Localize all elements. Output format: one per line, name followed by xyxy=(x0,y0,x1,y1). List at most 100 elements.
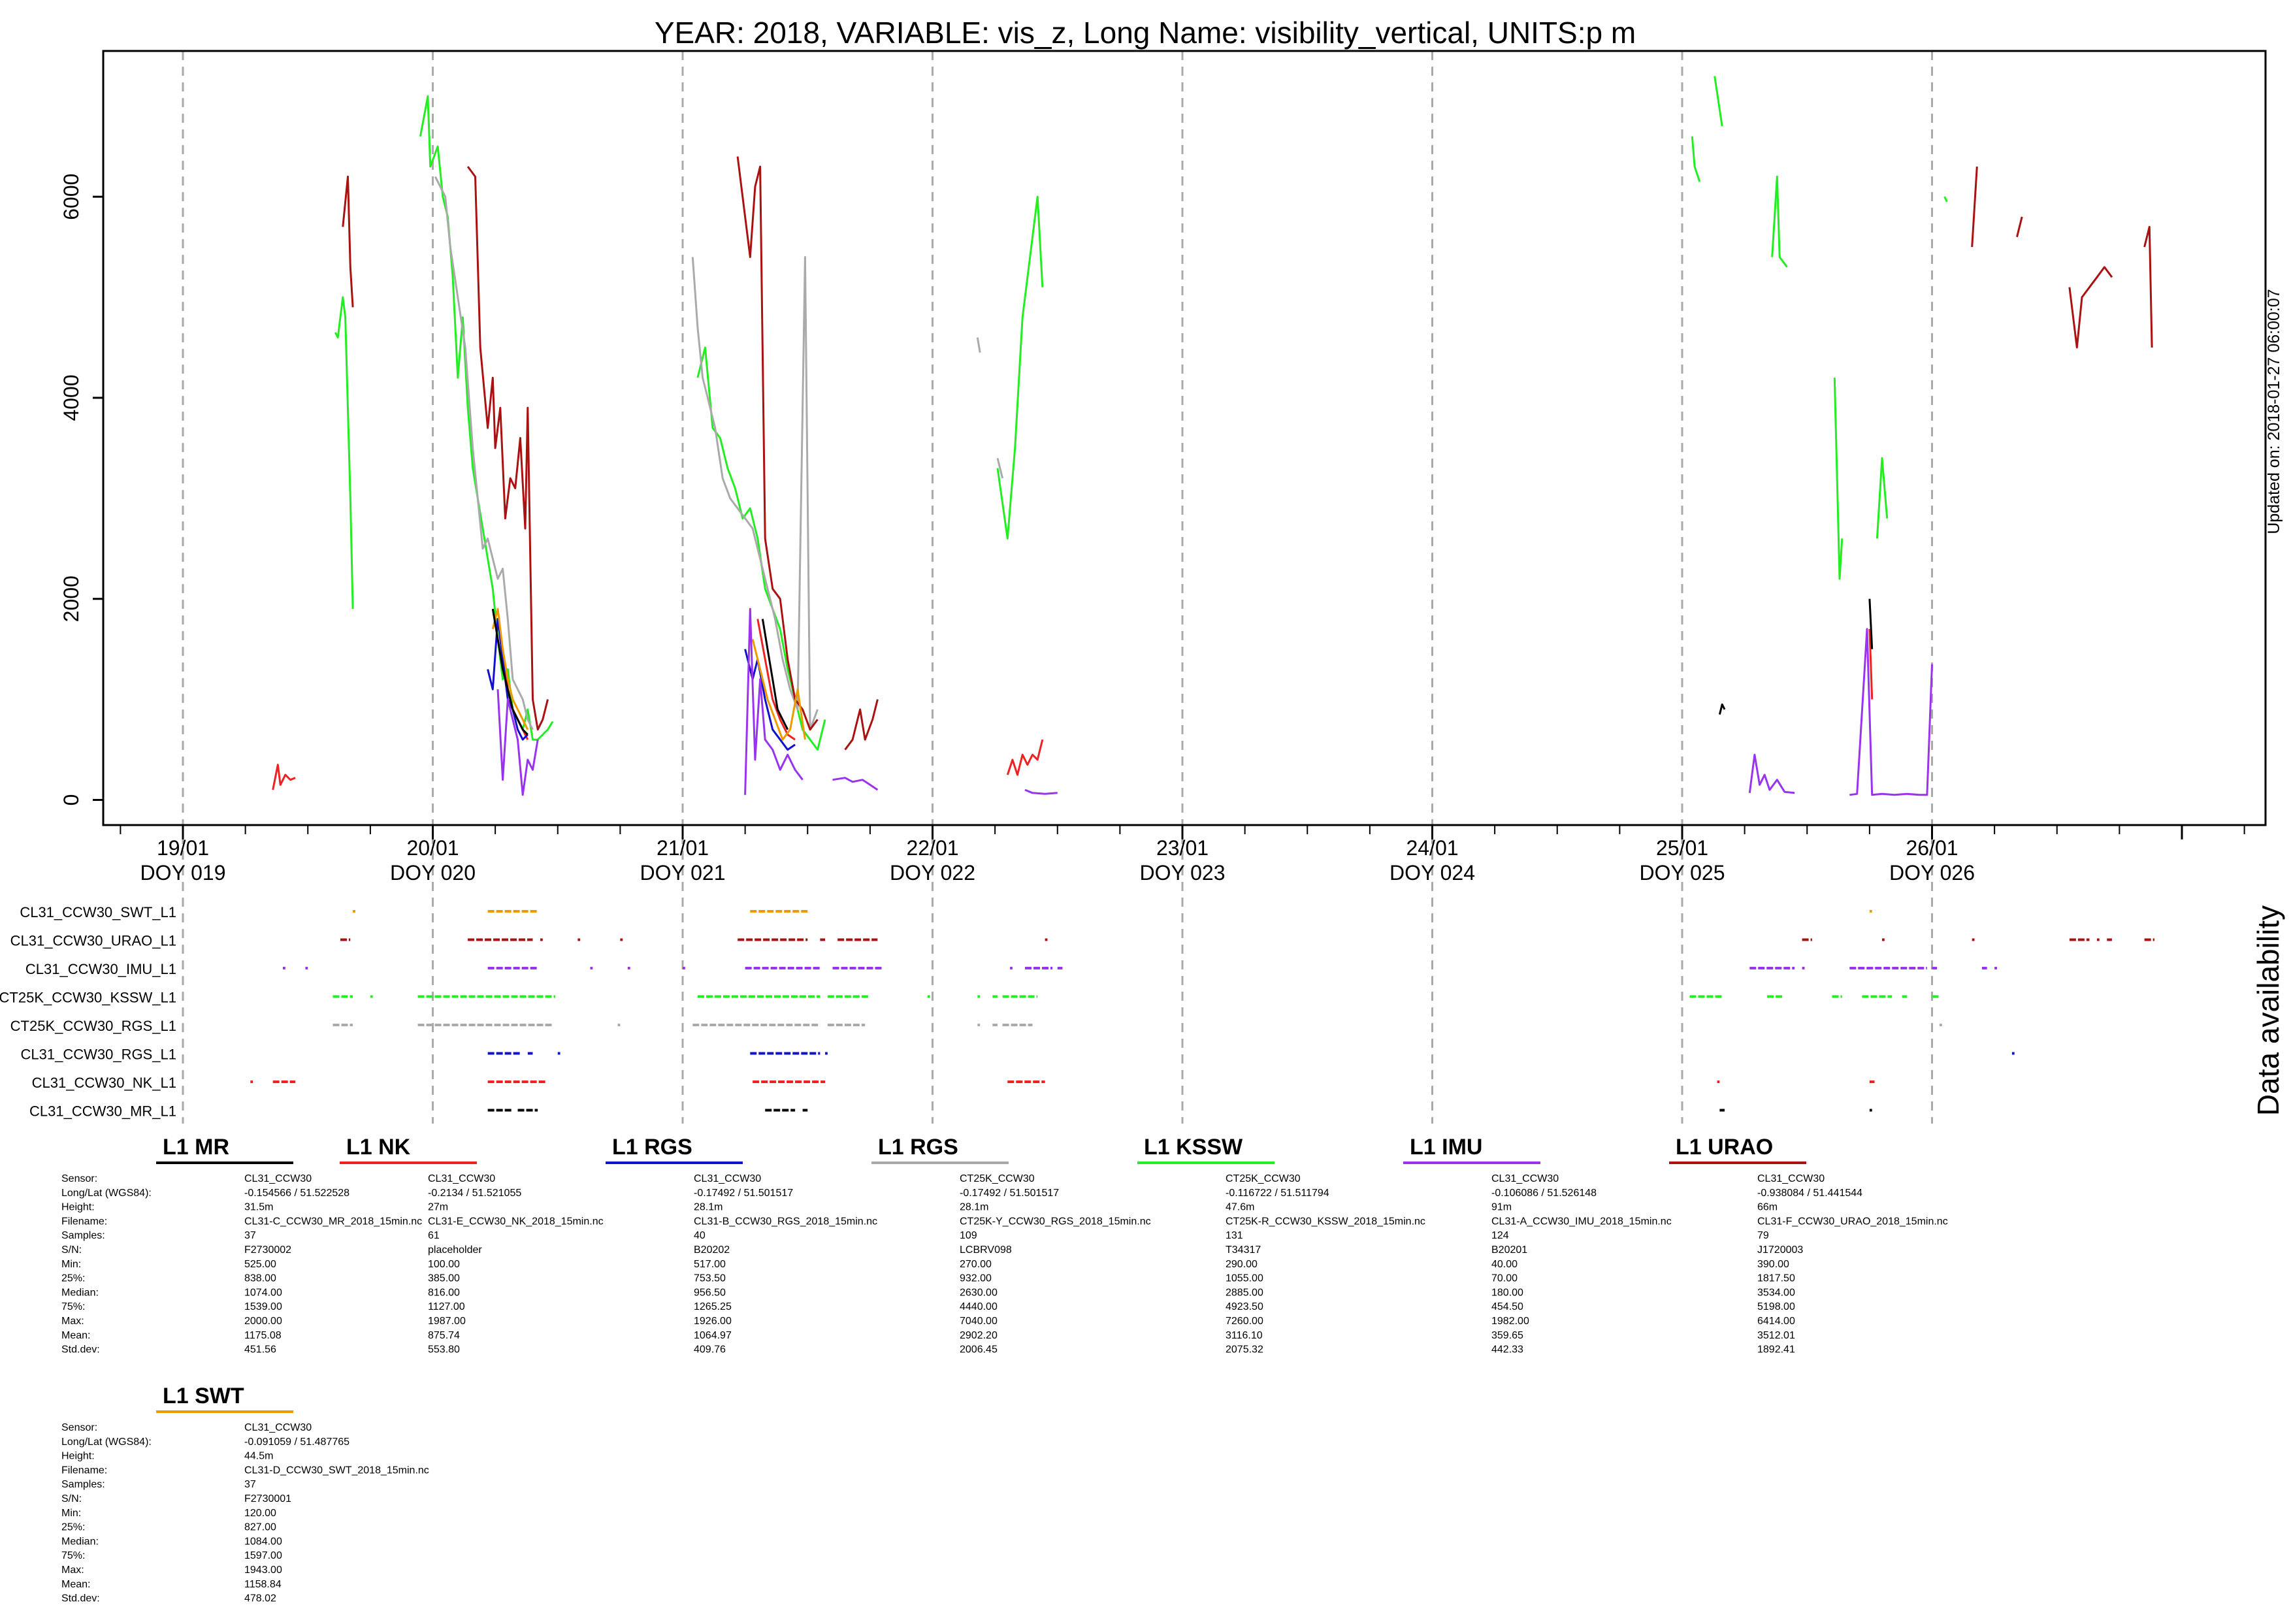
stat-value: 2075.32 xyxy=(1226,1344,1263,1356)
stat-value: CL31-B_CCW30_RGS_2018_15min.nc xyxy=(694,1216,877,1227)
stat-value: 2000.00 xyxy=(244,1316,282,1327)
series-line-rgs xyxy=(744,649,796,751)
stat-value: CL31-A_CCW30_IMU_2018_15min.nc xyxy=(1491,1216,1672,1227)
stat-label: 25%: xyxy=(61,1522,85,1533)
stat-value: 1539.00 xyxy=(244,1301,282,1312)
stat-value: CL31_CCW30 xyxy=(1757,1173,1825,1184)
stat-value: CL31_CCW30 xyxy=(244,1422,312,1433)
stat-value: CL31_CCW30 xyxy=(244,1173,312,1184)
series-line-imu xyxy=(1748,753,1795,794)
series-line-kssw xyxy=(1833,378,1844,580)
stat-value: 1158.84 xyxy=(244,1579,282,1590)
stat-value: 553.80 xyxy=(428,1344,460,1356)
stat-label: 75%: xyxy=(61,1301,85,1312)
series-line-urao xyxy=(1971,166,1978,248)
series-line-urao xyxy=(466,166,549,731)
stat-value: 5198.00 xyxy=(1757,1301,1795,1312)
stat-value: B20201 xyxy=(1491,1244,1527,1256)
stat-value: 956.50 xyxy=(694,1287,726,1298)
stat-value: 525.00 xyxy=(244,1259,276,1270)
series-line-kssw xyxy=(996,195,1044,540)
chart-title: YEAR: 2018, VARIABLE: vis_z, Long Name: … xyxy=(655,16,1636,50)
series-line-rgs-ct25k xyxy=(434,176,534,730)
series-line-imu xyxy=(744,608,804,795)
stat-label: Sensor: xyxy=(61,1422,97,1433)
stat-value: 120.00 xyxy=(244,1508,276,1519)
stat-value: 70.00 xyxy=(1491,1273,1518,1284)
stat-label: Filename: xyxy=(61,1216,107,1227)
site-title: L1 RGS xyxy=(612,1135,692,1160)
x-tick-doy: DOY 020 xyxy=(390,861,476,885)
stat-value: 3534.00 xyxy=(1757,1287,1795,1298)
stat-value: 1982.00 xyxy=(1491,1316,1529,1327)
stat-label: Max: xyxy=(61,1565,84,1576)
y-tick-label: 2000 xyxy=(59,576,83,622)
stat-value: 442.33 xyxy=(1491,1344,1523,1356)
stat-label: Max: xyxy=(61,1316,84,1327)
stat-value: 1127.00 xyxy=(428,1301,465,1312)
stat-value: 37 xyxy=(244,1479,256,1490)
stat-value: 1817.50 xyxy=(1757,1273,1795,1284)
stat-value: 124 xyxy=(1491,1230,1509,1241)
stat-value: 875.74 xyxy=(428,1330,460,1341)
series-line-kssw xyxy=(334,296,354,609)
stat-value: 1265.25 xyxy=(694,1301,732,1312)
stat-value: 454.50 xyxy=(1491,1301,1523,1312)
series-line-rgs-ct25k xyxy=(996,457,1004,479)
series-line-imu xyxy=(496,689,539,796)
x-tick-doy: DOY 021 xyxy=(640,861,725,885)
stat-value: F2730001 xyxy=(244,1493,291,1504)
stat-value: 290.00 xyxy=(1226,1259,1258,1270)
x-tick-doy: DOY 022 xyxy=(890,861,975,885)
stat-value: -0.938084 / 51.441544 xyxy=(1757,1188,1862,1199)
series-line-imu xyxy=(832,777,879,791)
stat-value: -0.17492 / 51.501517 xyxy=(694,1188,793,1199)
stat-label: Samples: xyxy=(61,1479,105,1490)
x-tick-date: 25/01 xyxy=(1656,836,1708,860)
stat-value: 6414.00 xyxy=(1757,1316,1795,1327)
stat-value: 1892.41 xyxy=(1757,1344,1795,1356)
stat-value: 131 xyxy=(1226,1230,1243,1241)
stat-value: CL31-E_CCW30_NK_2018_15min.nc xyxy=(428,1216,604,1227)
site-title: L1 MR xyxy=(163,1135,229,1160)
x-tick-date: 24/01 xyxy=(1406,836,1458,860)
series-line-nk xyxy=(1868,628,1874,700)
stat-label: Sensor: xyxy=(61,1173,97,1184)
stat-label: Height: xyxy=(61,1451,95,1462)
x-tick-doy: DOY 026 xyxy=(1889,861,1975,885)
stat-value: CT25K-Y_CCW30_RGS_2018_15min.nc xyxy=(960,1216,1151,1227)
stat-label: Median: xyxy=(61,1287,99,1298)
stat-value: 61 xyxy=(428,1230,440,1241)
series-line-kssw xyxy=(419,95,554,741)
stat-value: 2885.00 xyxy=(1226,1287,1263,1298)
stat-value: -0.2134 / 51.521055 xyxy=(428,1188,521,1199)
availability-label: CL31_CCW30_RGS_L1 xyxy=(21,1047,176,1063)
stat-label: Median: xyxy=(61,1536,99,1547)
series-line-urao xyxy=(2143,225,2153,348)
stat-value: -0.091059 / 51.487765 xyxy=(244,1437,349,1448)
stat-value: 390.00 xyxy=(1757,1259,1789,1270)
stat-value: 2006.45 xyxy=(960,1344,998,1356)
stat-value: 1175.08 xyxy=(244,1330,282,1341)
series-line-imu xyxy=(1849,628,1933,796)
stat-label: Min: xyxy=(61,1259,81,1270)
availability-label: CL31_CCW30_IMU_L1 xyxy=(25,961,176,977)
stat-value: -0.154566 / 51.522528 xyxy=(244,1188,349,1199)
stat-label: 25%: xyxy=(61,1273,85,1284)
stat-value: LCBRV098 xyxy=(960,1244,1012,1256)
y-tick-label: 4000 xyxy=(59,374,83,421)
stat-value: CL31-D_CCW30_SWT_2018_15min.nc xyxy=(244,1465,429,1476)
series-line-swt xyxy=(491,608,529,730)
stat-value: -0.17492 / 51.501517 xyxy=(960,1188,1059,1199)
stat-value: 31.5m xyxy=(244,1202,273,1213)
stat-label: Filename: xyxy=(61,1465,107,1476)
stat-value: CL31_CCW30 xyxy=(428,1173,495,1184)
stat-label: Samples: xyxy=(61,1230,105,1241)
series-line-nk xyxy=(1006,739,1044,776)
stat-value: CL31_CCW30 xyxy=(1491,1173,1559,1184)
series-line-urao xyxy=(2016,216,2023,238)
availability-label: CT25K_CCW30_RGS_L1 xyxy=(10,1018,176,1034)
stat-value: 816.00 xyxy=(428,1287,460,1298)
stat-value: 932.00 xyxy=(960,1273,992,1284)
stat-value: 1055.00 xyxy=(1226,1273,1263,1284)
